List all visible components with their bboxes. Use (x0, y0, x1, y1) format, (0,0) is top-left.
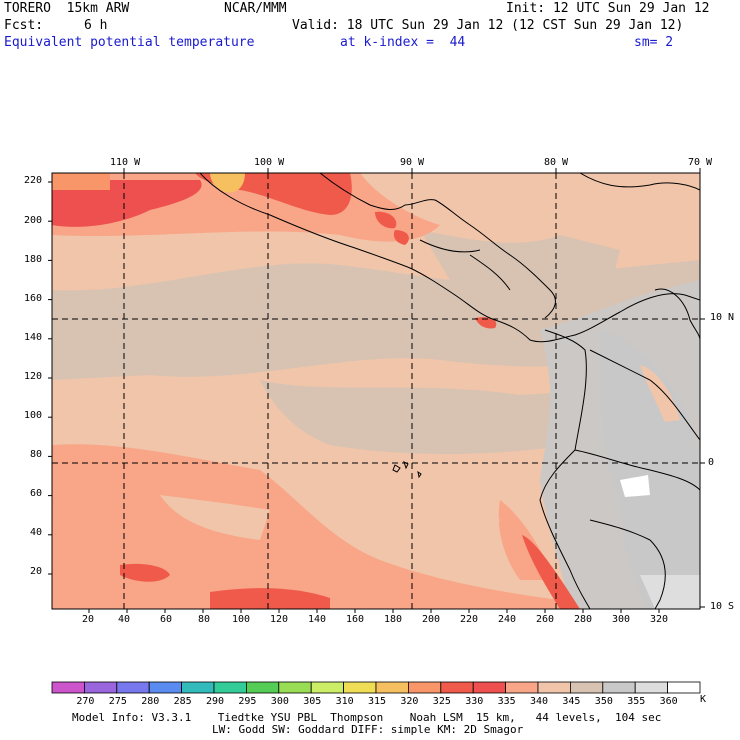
valid-time: Valid: 18 UTC Sun 29 Jan 12 (12 CST Sun … (292, 18, 684, 33)
x-tick-label: 40 (118, 614, 131, 625)
organization: NCAR/MMM (224, 1, 287, 16)
x-tick-label: 140 (308, 614, 327, 625)
x-tick-label: 320 (650, 614, 669, 625)
model-info-line1: Model Info: V3.3.1 Tiedtke YSU PBL Thomp… (72, 711, 662, 724)
y-tick-label: 140 (24, 332, 43, 343)
init-time: Init: 12 UTC Sun 29 Jan 12 (506, 1, 710, 16)
y-tick-label: 160 (24, 293, 43, 304)
model-name: TORERO 15km ARW (4, 1, 130, 16)
colorbar-label: 325 (432, 696, 451, 707)
x-tick-label: 220 (460, 614, 479, 625)
model-info-line2: LW: Godd SW: Goddard DIFF: simple KM: 2D… (212, 723, 524, 736)
colorbar-label: 295 (238, 696, 257, 707)
coastlines (199, 173, 700, 609)
y-tick-label: 100 (24, 410, 43, 421)
colorbar-label: 350 (594, 696, 613, 707)
x-tick-label: 100 (232, 614, 251, 625)
y-tick-label: 200 (24, 215, 43, 226)
x-tick-label: 300 (612, 614, 631, 625)
colorbar-label: 355 (627, 696, 646, 707)
y-tick-label: 60 (30, 488, 43, 499)
colorbar-label: 320 (400, 696, 419, 707)
map-frame (51, 172, 701, 610)
x-tick-label: 80 (198, 614, 211, 625)
y-tick-label: 40 (30, 527, 43, 538)
x-tick-label: 20 (82, 614, 95, 625)
colorbar-label: 290 (206, 696, 225, 707)
colorbar-label: 300 (270, 696, 289, 707)
colorbar-label: 335 (497, 696, 516, 707)
lon-label: 110 W (110, 157, 141, 168)
lat-label: 10 N (710, 312, 735, 323)
lat-ticks (700, 318, 705, 608)
colorbar-label: 280 (141, 696, 160, 707)
lat-label: 10 S (710, 601, 735, 612)
forecast-label: Fcst: (4, 18, 44, 33)
colorbar-unit: K (700, 694, 707, 705)
colorbar-label: 310 (335, 696, 354, 707)
x-tick-label: 280 (574, 614, 593, 625)
x-tick-label: 160 (346, 614, 365, 625)
y-tick-label: 20 (30, 566, 43, 577)
x-tick-label: 240 (498, 614, 517, 625)
smoothing-info: sm= 2 (634, 35, 674, 50)
temperature-field (52, 173, 700, 609)
lon-label: 100 W (254, 157, 285, 168)
colorbar-label: 305 (303, 696, 322, 707)
lon-label: 80 W (544, 157, 569, 168)
y-tick-label: 220 (24, 175, 43, 186)
x-tick-label: 180 (384, 614, 403, 625)
lon-ticks (123, 168, 701, 173)
colorbar-label: 345 (562, 696, 581, 707)
x-tick-label: 120 (270, 614, 289, 625)
colorbar-label: 275 (108, 696, 127, 707)
field-name: Equivalent potential temperature (4, 35, 255, 50)
colorbar-label: 315 (368, 696, 387, 707)
y-tick-label: 120 (24, 371, 43, 382)
colorbar-label: 360 (659, 696, 678, 707)
x-tick-label: 60 (160, 614, 173, 625)
x-tick-label: 260 (536, 614, 555, 625)
lat-label: 0 (708, 457, 715, 468)
colorbar-label: 330 (465, 696, 484, 707)
x-tick-label: 200 (422, 614, 441, 625)
lon-label: 90 W (400, 157, 425, 168)
lat-lon-grid (52, 173, 700, 609)
y-tick-label: 180 (24, 254, 43, 265)
forecast-hours: 6 h (84, 18, 108, 33)
colorbar-label: 285 (173, 696, 192, 707)
colorbar-label: 270 (76, 696, 95, 707)
lon-label: 70 W (688, 157, 713, 168)
colorbar-label: 340 (530, 696, 549, 707)
y-tick-label: 80 (30, 449, 43, 460)
level-info: at k-index = 44 (340, 35, 466, 50)
